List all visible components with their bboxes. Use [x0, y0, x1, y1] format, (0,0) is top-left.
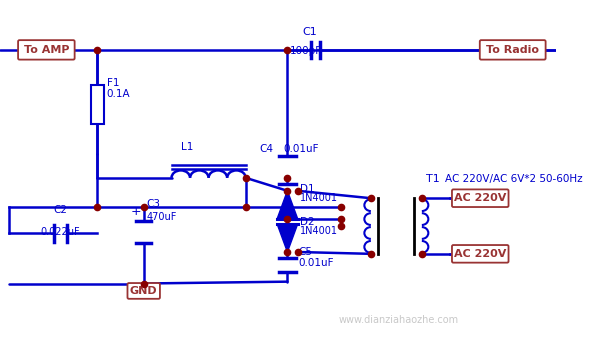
Text: 470uF: 470uF — [146, 212, 177, 222]
Text: F1: F1 — [107, 78, 119, 88]
Text: To Radio: To Radio — [486, 45, 539, 55]
Text: 0.01uF: 0.01uF — [284, 144, 319, 154]
Text: C5: C5 — [299, 247, 313, 257]
Text: 0.022uF: 0.022uF — [40, 227, 80, 237]
Text: C4: C4 — [260, 144, 274, 154]
Text: +: + — [131, 205, 142, 218]
Text: C1: C1 — [302, 27, 317, 37]
Text: T1: T1 — [427, 174, 440, 184]
Polygon shape — [277, 224, 298, 252]
Bar — [91, 85, 104, 124]
Text: 1N4001: 1N4001 — [301, 226, 338, 236]
Text: www.dianziahaozhe.com: www.dianziahaozhe.com — [338, 315, 459, 325]
Text: D2: D2 — [301, 217, 315, 227]
FancyBboxPatch shape — [480, 40, 545, 60]
Text: L1: L1 — [181, 142, 193, 152]
Text: AC 220V: AC 220V — [454, 193, 506, 203]
FancyBboxPatch shape — [18, 40, 74, 60]
Text: AC 220V: AC 220V — [454, 249, 506, 259]
Text: 0.01uF: 0.01uF — [299, 258, 334, 268]
Text: D1: D1 — [301, 184, 315, 194]
Text: C3: C3 — [146, 199, 160, 209]
Text: 1N4001: 1N4001 — [301, 193, 338, 203]
Text: 100pF: 100pF — [290, 46, 322, 57]
Text: AC 220V/AC 6V*2 50-60Hz: AC 220V/AC 6V*2 50-60Hz — [445, 174, 583, 184]
FancyBboxPatch shape — [452, 245, 509, 263]
Text: To AMP: To AMP — [23, 45, 69, 55]
Text: 0.1A: 0.1A — [107, 89, 130, 99]
FancyBboxPatch shape — [452, 190, 509, 207]
Text: GND: GND — [130, 286, 158, 296]
FancyBboxPatch shape — [127, 283, 160, 299]
Text: C2: C2 — [53, 205, 67, 215]
Polygon shape — [277, 191, 298, 219]
